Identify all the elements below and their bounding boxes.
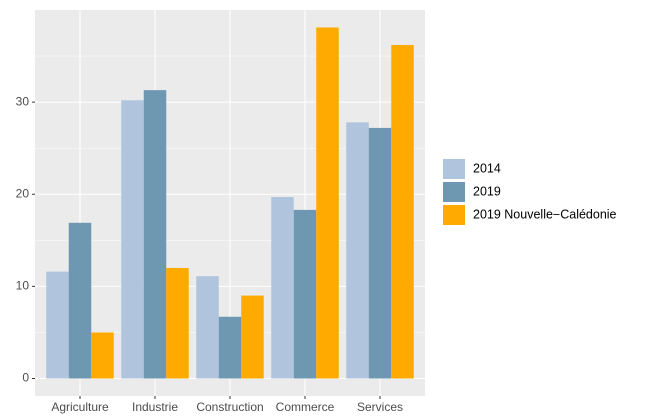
x-tick-label: Construction xyxy=(196,400,263,414)
bar xyxy=(196,276,219,379)
legend-key xyxy=(443,159,465,179)
y-tick-label: 10 xyxy=(16,279,30,293)
legend-key xyxy=(443,182,465,202)
bar xyxy=(91,332,114,379)
y-tick-label: 0 xyxy=(22,371,29,385)
y-tick-label: 30 xyxy=(16,94,30,108)
x-tick-label: Services xyxy=(357,400,403,414)
bar xyxy=(346,122,369,379)
bar xyxy=(293,209,317,379)
x-tick-label: Agriculture xyxy=(51,400,109,414)
legend-label: 2019 xyxy=(473,184,501,198)
bar xyxy=(121,100,144,379)
bar xyxy=(241,295,264,379)
y-tick-label: 20 xyxy=(16,186,30,200)
bar xyxy=(368,127,392,379)
bar xyxy=(46,271,69,379)
legend-label: 2019 Nouvelle−Calédonie xyxy=(473,207,617,221)
bar xyxy=(143,90,167,379)
bar xyxy=(316,27,339,379)
x-tick-label: Commerce xyxy=(276,400,335,414)
bar xyxy=(68,222,92,379)
legend-label: 2014 xyxy=(473,161,501,175)
x-tick-label: Industrie xyxy=(132,400,178,414)
legend-key xyxy=(443,205,465,225)
bar xyxy=(271,197,294,379)
bar xyxy=(218,316,242,379)
bar xyxy=(166,267,189,379)
bar xyxy=(391,45,414,379)
